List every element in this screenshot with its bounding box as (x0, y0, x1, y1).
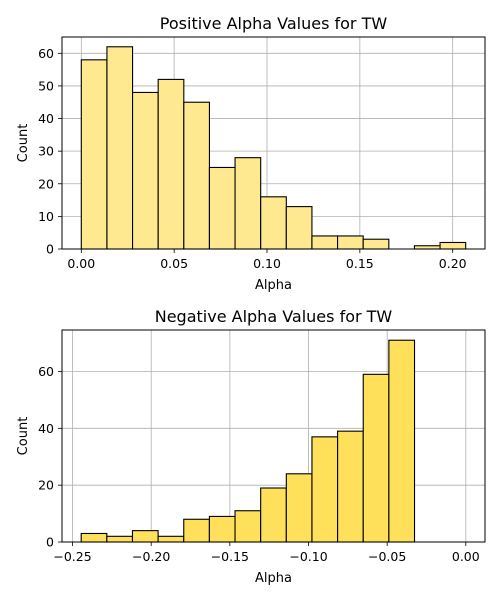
x-tick-label: 0.15 (346, 256, 374, 271)
y-ticks: 0 10 20 30 40 50 60 (38, 46, 62, 257)
plot-frame (61, 36, 486, 250)
histogram-bar (337, 235, 364, 250)
x-tick-label: −0.15 (211, 549, 249, 564)
x-axis-label: Alpha (255, 571, 292, 586)
plot-frame (61, 329, 486, 543)
y-tick-label: 40 (38, 111, 54, 126)
x-tick-label: −0.05 (368, 549, 406, 564)
x-tick-label: 0.05 (160, 256, 188, 271)
histogram-bar (80, 59, 108, 250)
histogram-bars (80, 339, 416, 543)
chart-title: Positive Alpha Values for TW (160, 14, 388, 33)
x-tick-label: −0.20 (132, 549, 170, 564)
x-tick-label: 0.10 (253, 256, 281, 271)
histogram-bar (183, 101, 210, 250)
histogram-bar (208, 166, 236, 250)
histogram-bar (183, 518, 210, 543)
histogram-bar (208, 515, 236, 543)
y-tick-label: 40 (38, 421, 54, 436)
x-tick-label: −0.10 (289, 549, 327, 564)
histogram-bar (285, 473, 313, 543)
y-ticks: 0 20 40 60 (38, 364, 62, 550)
histogram-bar (311, 235, 339, 250)
x-tick-label: 0.00 (452, 549, 480, 564)
negative-alpha-chart: −0.25 −0.20 −0.15 −0.10 −0.05 0.00 0 20 40 60 Ne… (16, 307, 486, 586)
histogram-bar (157, 78, 185, 250)
y-tick-label: 20 (38, 176, 54, 191)
histogram-bar (260, 487, 287, 543)
histogram-bar (311, 436, 339, 543)
histogram-bar (234, 157, 262, 250)
y-tick-label: 60 (38, 364, 54, 379)
y-tick-label: 50 (38, 78, 54, 93)
y-tick-label: 20 (38, 478, 54, 493)
y-axis-label: Count (16, 417, 31, 456)
x-tick-label: 0.20 (439, 256, 467, 271)
histogram-bar (388, 339, 416, 543)
histogram-bar (106, 46, 134, 250)
x-ticks: 0.00 0.05 0.10 0.15 0.20 (67, 249, 467, 271)
y-tick-label: 60 (38, 46, 54, 61)
histogram-bar (106, 535, 134, 543)
y-tick-label: 0 (46, 242, 54, 257)
histogram-bar (439, 241, 467, 250)
x-axis-label: Alpha (255, 278, 292, 293)
x-tick-label: −0.25 (53, 549, 91, 564)
histogram-bar (80, 532, 108, 543)
histogram-bar (337, 430, 364, 543)
y-tick-label: 30 (38, 144, 54, 159)
histogram-bar (234, 510, 262, 543)
y-tick-label: 0 (46, 535, 54, 550)
histogram-bar (362, 373, 390, 543)
y-axis-label: Count (16, 124, 31, 163)
x-ticks: −0.25 −0.20 −0.15 −0.10 −0.05 0.00 (53, 542, 480, 564)
histogram-bar (157, 535, 185, 543)
chart-title: Negative Alpha Values for TW (155, 307, 393, 326)
histogram-bar (132, 91, 159, 250)
histogram-bar (362, 238, 390, 250)
histogram-bar (260, 196, 287, 250)
y-tick-label: 10 (38, 209, 54, 224)
x-tick-label: 0.00 (67, 256, 95, 271)
positive-alpha-chart: 0.00 0.05 0.10 0.15 0.20 0 10 20 30 40 50 60 Posit… (16, 14, 486, 293)
histogram-bars (80, 46, 467, 250)
histogram-bar (285, 206, 313, 250)
histogram-bar (131, 530, 159, 543)
